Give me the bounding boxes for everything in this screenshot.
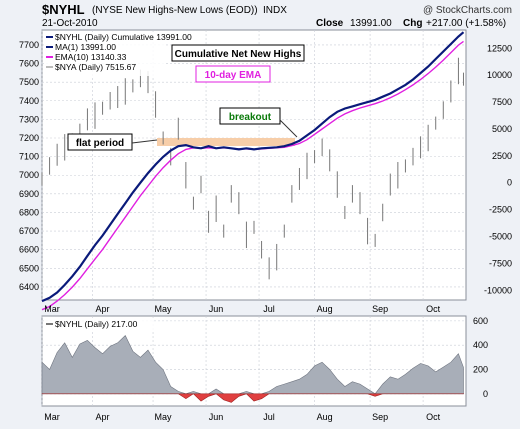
lower-legend: $NYHL (Daily) 217.00 xyxy=(55,319,138,329)
legend-cumulative: $NYHL (Daily) Cumulative 13991.00 xyxy=(55,32,192,42)
left-tick-label: 7200 xyxy=(19,133,39,143)
left-tick-label: 7300 xyxy=(19,114,39,124)
left-tick-label: 6900 xyxy=(19,189,39,199)
right-tick-label: 5000 xyxy=(492,124,512,134)
flat-label: flat period xyxy=(76,138,124,149)
legend-ma: MA(1) 13991.00 xyxy=(55,42,116,52)
month-label: Apr xyxy=(95,412,109,422)
title-box-label: Cumulative Net New Highs xyxy=(175,49,302,60)
breakout-arrow xyxy=(279,119,298,138)
right-tick-label: 12500 xyxy=(487,43,512,53)
flat-box xyxy=(67,133,133,151)
month-label: Jun xyxy=(209,304,224,314)
month-label: Apr xyxy=(95,304,109,314)
chg-value: +217.00 (+1.58%) xyxy=(426,18,506,29)
negative-area xyxy=(41,393,465,403)
right-tick-label: -7500 xyxy=(489,258,512,268)
main-legend: $NYHL (Daily) Cumulative 13991.00 MA(1) … xyxy=(44,32,192,76)
left-tick-label: 7700 xyxy=(19,40,39,50)
watermark: @ StockCharts.com xyxy=(423,5,512,16)
breakout-box xyxy=(219,107,281,125)
left-tick-label: 6500 xyxy=(19,263,39,273)
lower-tick-label: 600 xyxy=(473,316,488,326)
right-tick-label: 7500 xyxy=(492,97,512,107)
title-box xyxy=(171,44,305,62)
ema-box-label: 10-day EMA xyxy=(205,70,262,81)
month-label: Mar xyxy=(44,304,60,314)
month-label: Jun xyxy=(209,412,224,422)
month-label: Sep xyxy=(372,412,388,422)
month-label: May xyxy=(155,304,173,314)
left-tick-label: 6800 xyxy=(19,207,39,217)
legend-ema: EMA(10) 13140.33 xyxy=(55,52,127,62)
date-label: 21-Oct-2010 xyxy=(42,18,98,29)
right-tick-label: 2500 xyxy=(492,151,512,161)
left-tick-label: 6700 xyxy=(19,226,39,236)
symbol-title: $NYHL xyxy=(42,2,85,17)
flat-arrow xyxy=(131,139,158,144)
left-tick-label: 6400 xyxy=(19,282,39,292)
symbol-name: (NYSE New Highs-New Lows (EOD)) xyxy=(92,5,258,16)
breakout-label: breakout xyxy=(229,112,272,123)
left-tick-label: 7400 xyxy=(19,96,39,106)
right-tick-label: -5000 xyxy=(489,232,512,242)
month-label: Mar xyxy=(44,412,60,422)
ema-box xyxy=(195,65,271,83)
month-label: Sep xyxy=(372,304,388,314)
left-tick-label: 7100 xyxy=(19,152,39,162)
month-label: Oct xyxy=(426,304,441,314)
lower-tick-label: 0 xyxy=(483,389,488,399)
right-tick-label: -10000 xyxy=(484,285,512,295)
exchange-label: INDX xyxy=(263,5,287,16)
left-tick-label: 6600 xyxy=(19,245,39,255)
left-tick-label: 7600 xyxy=(19,59,39,69)
lower-tick-label: 200 xyxy=(473,365,488,375)
right-tick-label: 0 xyxy=(507,178,512,188)
month-label: Oct xyxy=(426,412,441,422)
legend-nya: $NYA (Daily) 7515.67 xyxy=(55,62,136,72)
left-tick-label: 7500 xyxy=(19,77,39,87)
right-tick-label: -2500 xyxy=(489,205,512,215)
month-label: Aug xyxy=(317,304,333,314)
month-label: Jul xyxy=(263,412,275,422)
chg-label: Chg xyxy=(403,18,422,29)
month-label: May xyxy=(155,412,173,422)
close-label: Close xyxy=(316,18,344,29)
close-value: 13991.00 xyxy=(350,18,392,29)
cumulative-line xyxy=(41,31,465,303)
month-label: Aug xyxy=(317,412,333,422)
right-tick-label: 10000 xyxy=(487,70,512,80)
left-tick-label: 7000 xyxy=(19,170,39,180)
month-label: Jul xyxy=(263,304,275,314)
lower-tick-label: 400 xyxy=(473,340,488,350)
flat-period-highlight xyxy=(157,138,295,146)
